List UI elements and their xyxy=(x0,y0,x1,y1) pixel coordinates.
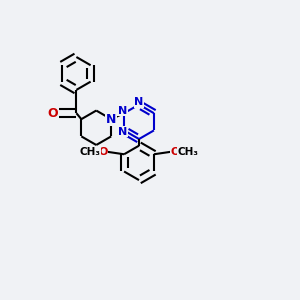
Text: CH₃: CH₃ xyxy=(177,147,198,157)
Text: N: N xyxy=(106,113,116,126)
Text: N: N xyxy=(134,97,144,107)
Text: N: N xyxy=(118,127,127,137)
Text: O: O xyxy=(170,147,180,157)
Text: CH₃: CH₃ xyxy=(80,147,101,157)
Text: O: O xyxy=(98,147,108,157)
Text: O: O xyxy=(48,107,58,120)
Text: N: N xyxy=(118,106,127,116)
